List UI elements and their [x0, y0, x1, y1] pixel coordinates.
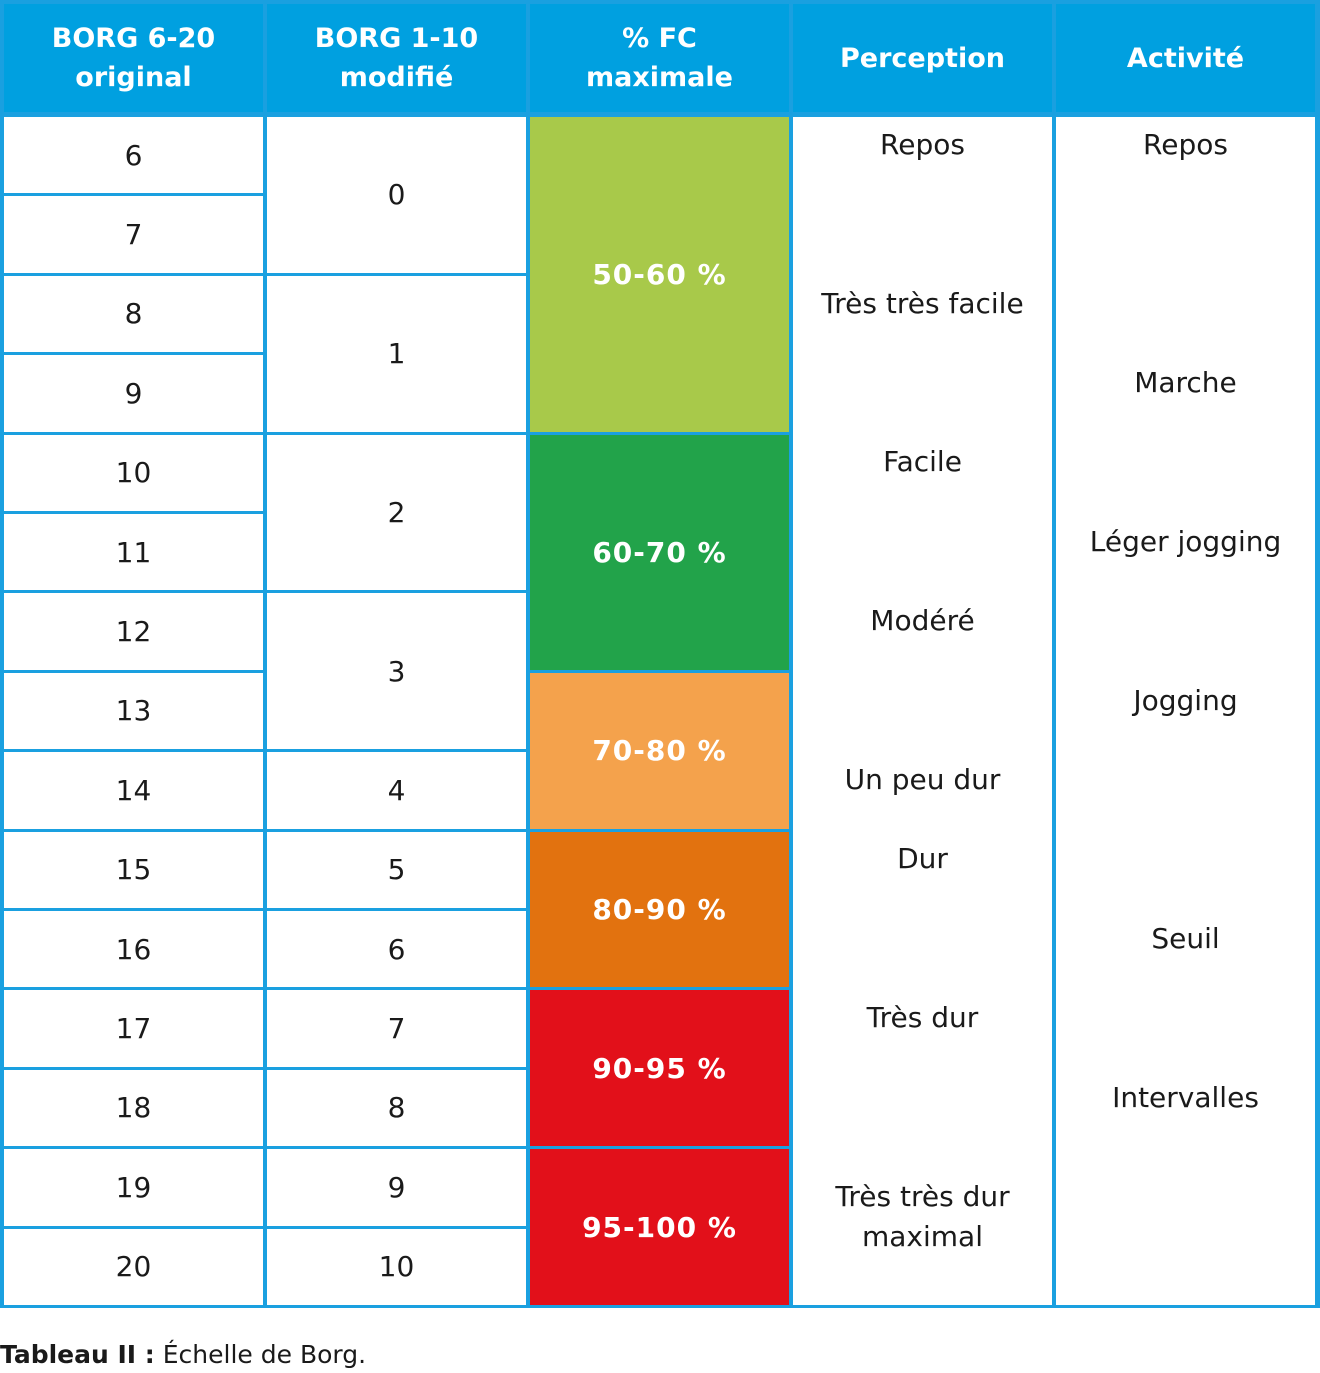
caption-text: Échelle de Borg.: [154, 1340, 367, 1369]
perception-label: Très dur: [866, 1001, 979, 1035]
borg-original-cell: 11: [4, 514, 263, 591]
activity-label: Repos: [1143, 127, 1228, 161]
borg-original-cell: 10: [4, 434, 263, 511]
perception-label: Dur: [897, 842, 948, 876]
borg-modified-cell: 9: [267, 1149, 526, 1226]
activity-label: Jogging: [1133, 683, 1238, 717]
header-borg-modified: BORG 1-10 modifié: [267, 4, 526, 112]
borg-modified-cell: 1: [267, 275, 526, 432]
borg-original-cell: 8: [4, 275, 263, 353]
borg-modified-cell: 0: [267, 117, 526, 273]
fc-band: 80-90 %: [530, 831, 789, 988]
perception-label: Modéré: [870, 604, 975, 638]
borg-original-cell: 9: [4, 355, 263, 432]
fc-band: 50-60 %: [530, 117, 789, 432]
perception-label: Très très facile: [821, 286, 1024, 320]
header-perception: Perception: [793, 4, 1052, 112]
fc-band: 60-70 %: [530, 434, 789, 670]
borg-original-cell: 16: [4, 911, 263, 988]
borg-original-cell: 18: [4, 1069, 263, 1147]
borg-original-cell: 7: [4, 196, 263, 273]
fc-band: 90-95 %: [530, 990, 789, 1147]
fc-band: 95-100 %: [530, 1149, 789, 1305]
borg-modified-cell: 3: [267, 593, 526, 750]
activity-label: Léger jogging: [1089, 524, 1282, 558]
borg-original-cell: 17: [4, 990, 263, 1067]
header-fc-max: % FC maximale: [530, 4, 789, 112]
perception-label: Repos: [880, 127, 965, 161]
borg-original-cell: 12: [4, 593, 263, 670]
borg-modified-cell: 7: [267, 990, 526, 1067]
caption-label: Tableau II :: [0, 1340, 155, 1369]
borg-original-cell: 15: [4, 831, 263, 908]
borg-original-cell: 13: [4, 672, 263, 750]
table-caption: Tableau II : Échelle de Borg.: [0, 1340, 366, 1369]
borg-original-cell: 20: [4, 1228, 263, 1305]
perception-column: [793, 117, 1052, 1305]
borg-modified-cell: 5: [267, 831, 526, 908]
header-activity: Activité: [1056, 4, 1315, 112]
borg-modified-cell: 2: [267, 434, 526, 591]
fc-band: 70-80 %: [530, 672, 789, 829]
borg-modified-cell: 4: [267, 752, 526, 829]
perception-label: Un peu dur: [844, 762, 1001, 796]
borg-modified-cell: 10: [267, 1228, 526, 1305]
borg-original-cell: 14: [4, 752, 263, 829]
activity-label: Seuil: [1151, 921, 1220, 955]
borg-original-cell: 6: [4, 117, 263, 194]
perception-label: Facile: [883, 445, 962, 479]
borg-modified-cell: 6: [267, 911, 526, 988]
activity-column: [1056, 117, 1315, 1305]
header-borg-original: BORG 6-20 original: [4, 4, 263, 112]
borg-original-cell: 19: [4, 1149, 263, 1226]
activity-label: Intervalles: [1112, 1080, 1259, 1114]
borg-modified-cell: 8: [267, 1069, 526, 1147]
activity-label: Marche: [1134, 365, 1237, 399]
perception-label: Très très dur maximal: [835, 1179, 1010, 1253]
